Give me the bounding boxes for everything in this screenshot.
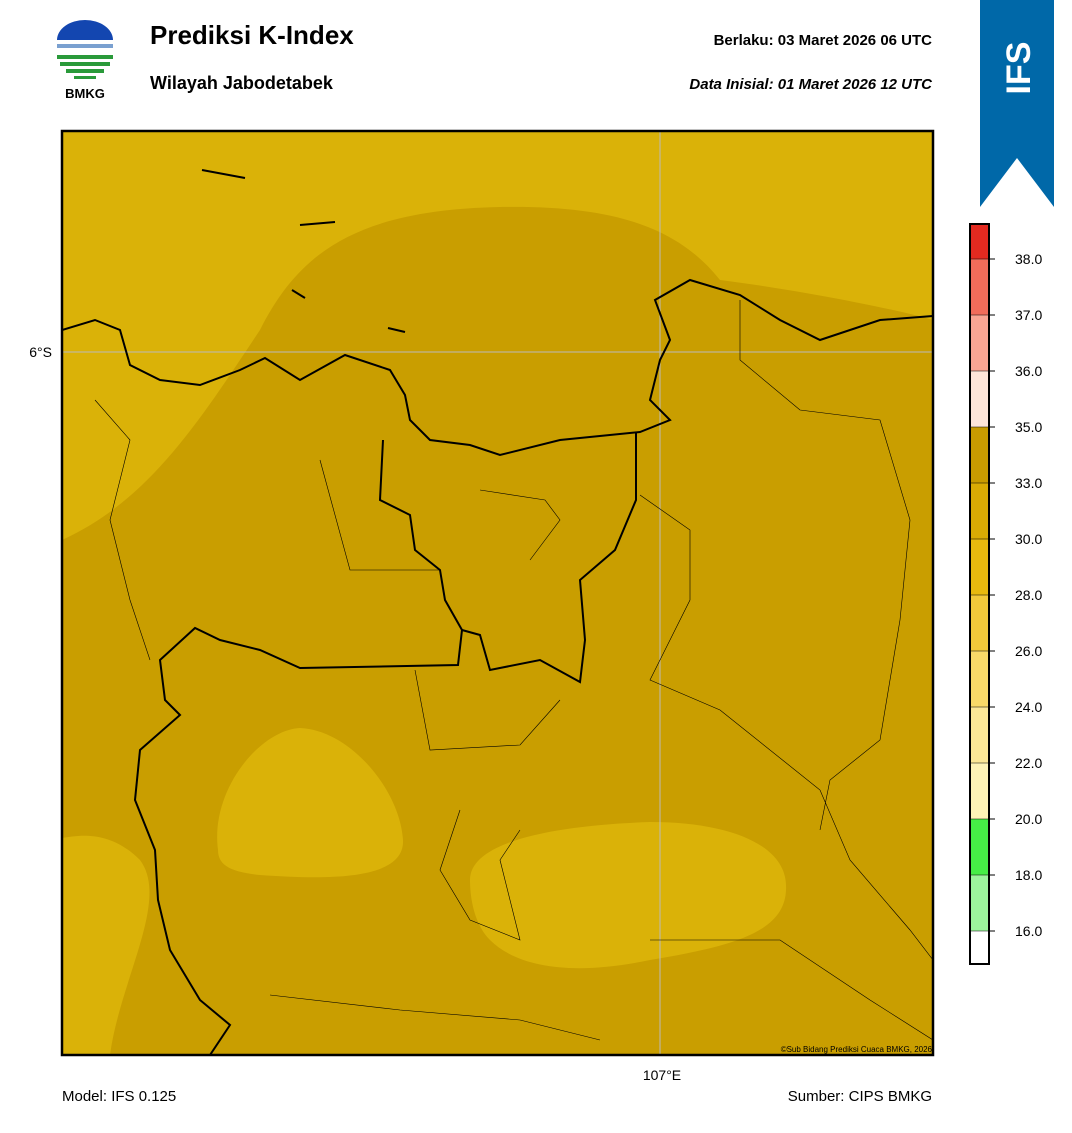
colorbar-label: 30.0 bbox=[1015, 531, 1042, 547]
colorbar-label: 20.0 bbox=[1015, 811, 1042, 827]
colorbar-label: 28.0 bbox=[1015, 587, 1042, 603]
map-field bbox=[62, 131, 933, 1055]
lat-label: 6°S bbox=[29, 344, 52, 360]
logo bbox=[57, 20, 113, 79]
colorbar-segment bbox=[970, 651, 989, 707]
colorbar-label: 16.0 bbox=[1015, 923, 1042, 939]
colorbar-label: 24.0 bbox=[1015, 699, 1042, 715]
colorbar-segment bbox=[970, 931, 989, 964]
colorbar-segment bbox=[970, 595, 989, 651]
credit: ©Sub Bidang Prediksi Cuaca BMKG, 2026 bbox=[781, 1045, 933, 1054]
colorbar-segment bbox=[970, 763, 989, 819]
colorbar-segment bbox=[970, 259, 989, 315]
title: Prediksi K-Index bbox=[150, 20, 354, 50]
colorbar-segment bbox=[970, 315, 989, 371]
colorbar-label: 22.0 bbox=[1015, 755, 1042, 771]
colorbar-segment bbox=[970, 224, 989, 259]
colorbar-segment bbox=[970, 819, 989, 875]
colorbar-label: 18.0 bbox=[1015, 867, 1042, 883]
colorbar-segment bbox=[970, 371, 989, 427]
colorbar-segment bbox=[970, 875, 989, 931]
ribbon bbox=[980, 0, 1054, 207]
colorbar-label: 38.0 bbox=[1015, 251, 1042, 267]
subtitle: Wilayah Jabodetabek bbox=[150, 73, 334, 93]
colorbar-segment bbox=[970, 427, 989, 483]
colorbar-label: 37.0 bbox=[1015, 307, 1042, 323]
init-time: Data Inisial: 01 Maret 2026 12 UTC bbox=[689, 76, 933, 93]
colorbar: 16.0 18.0 20.0 22.0 24.0 26.0 28.0 30.0 33.0 35.0… bbox=[969, 223, 1042, 965]
valid-time: Berlaku: 03 Maret 2026 06 UTC bbox=[714, 32, 933, 49]
source-label: Sumber: CIPS BMKG bbox=[788, 1088, 932, 1105]
colorbar-segment bbox=[970, 539, 989, 595]
colorbar-label: 36.0 bbox=[1015, 363, 1042, 379]
colorbar-label: 33.0 bbox=[1015, 475, 1042, 491]
colorbar-segment bbox=[970, 707, 989, 763]
logo-text: BMKG bbox=[65, 86, 105, 101]
colorbar-segment bbox=[970, 483, 989, 539]
lon-label: 107°E bbox=[643, 1067, 681, 1083]
model-label: Model: IFS 0.125 bbox=[62, 1088, 176, 1105]
colorbar-frame bbox=[969, 223, 990, 965]
colorbar-label: 26.0 bbox=[1015, 643, 1042, 659]
ribbon-text: IFS bbox=[1000, 42, 1038, 95]
colorbar-label: 35.0 bbox=[1015, 419, 1042, 435]
map-frame bbox=[60, 129, 935, 1057]
